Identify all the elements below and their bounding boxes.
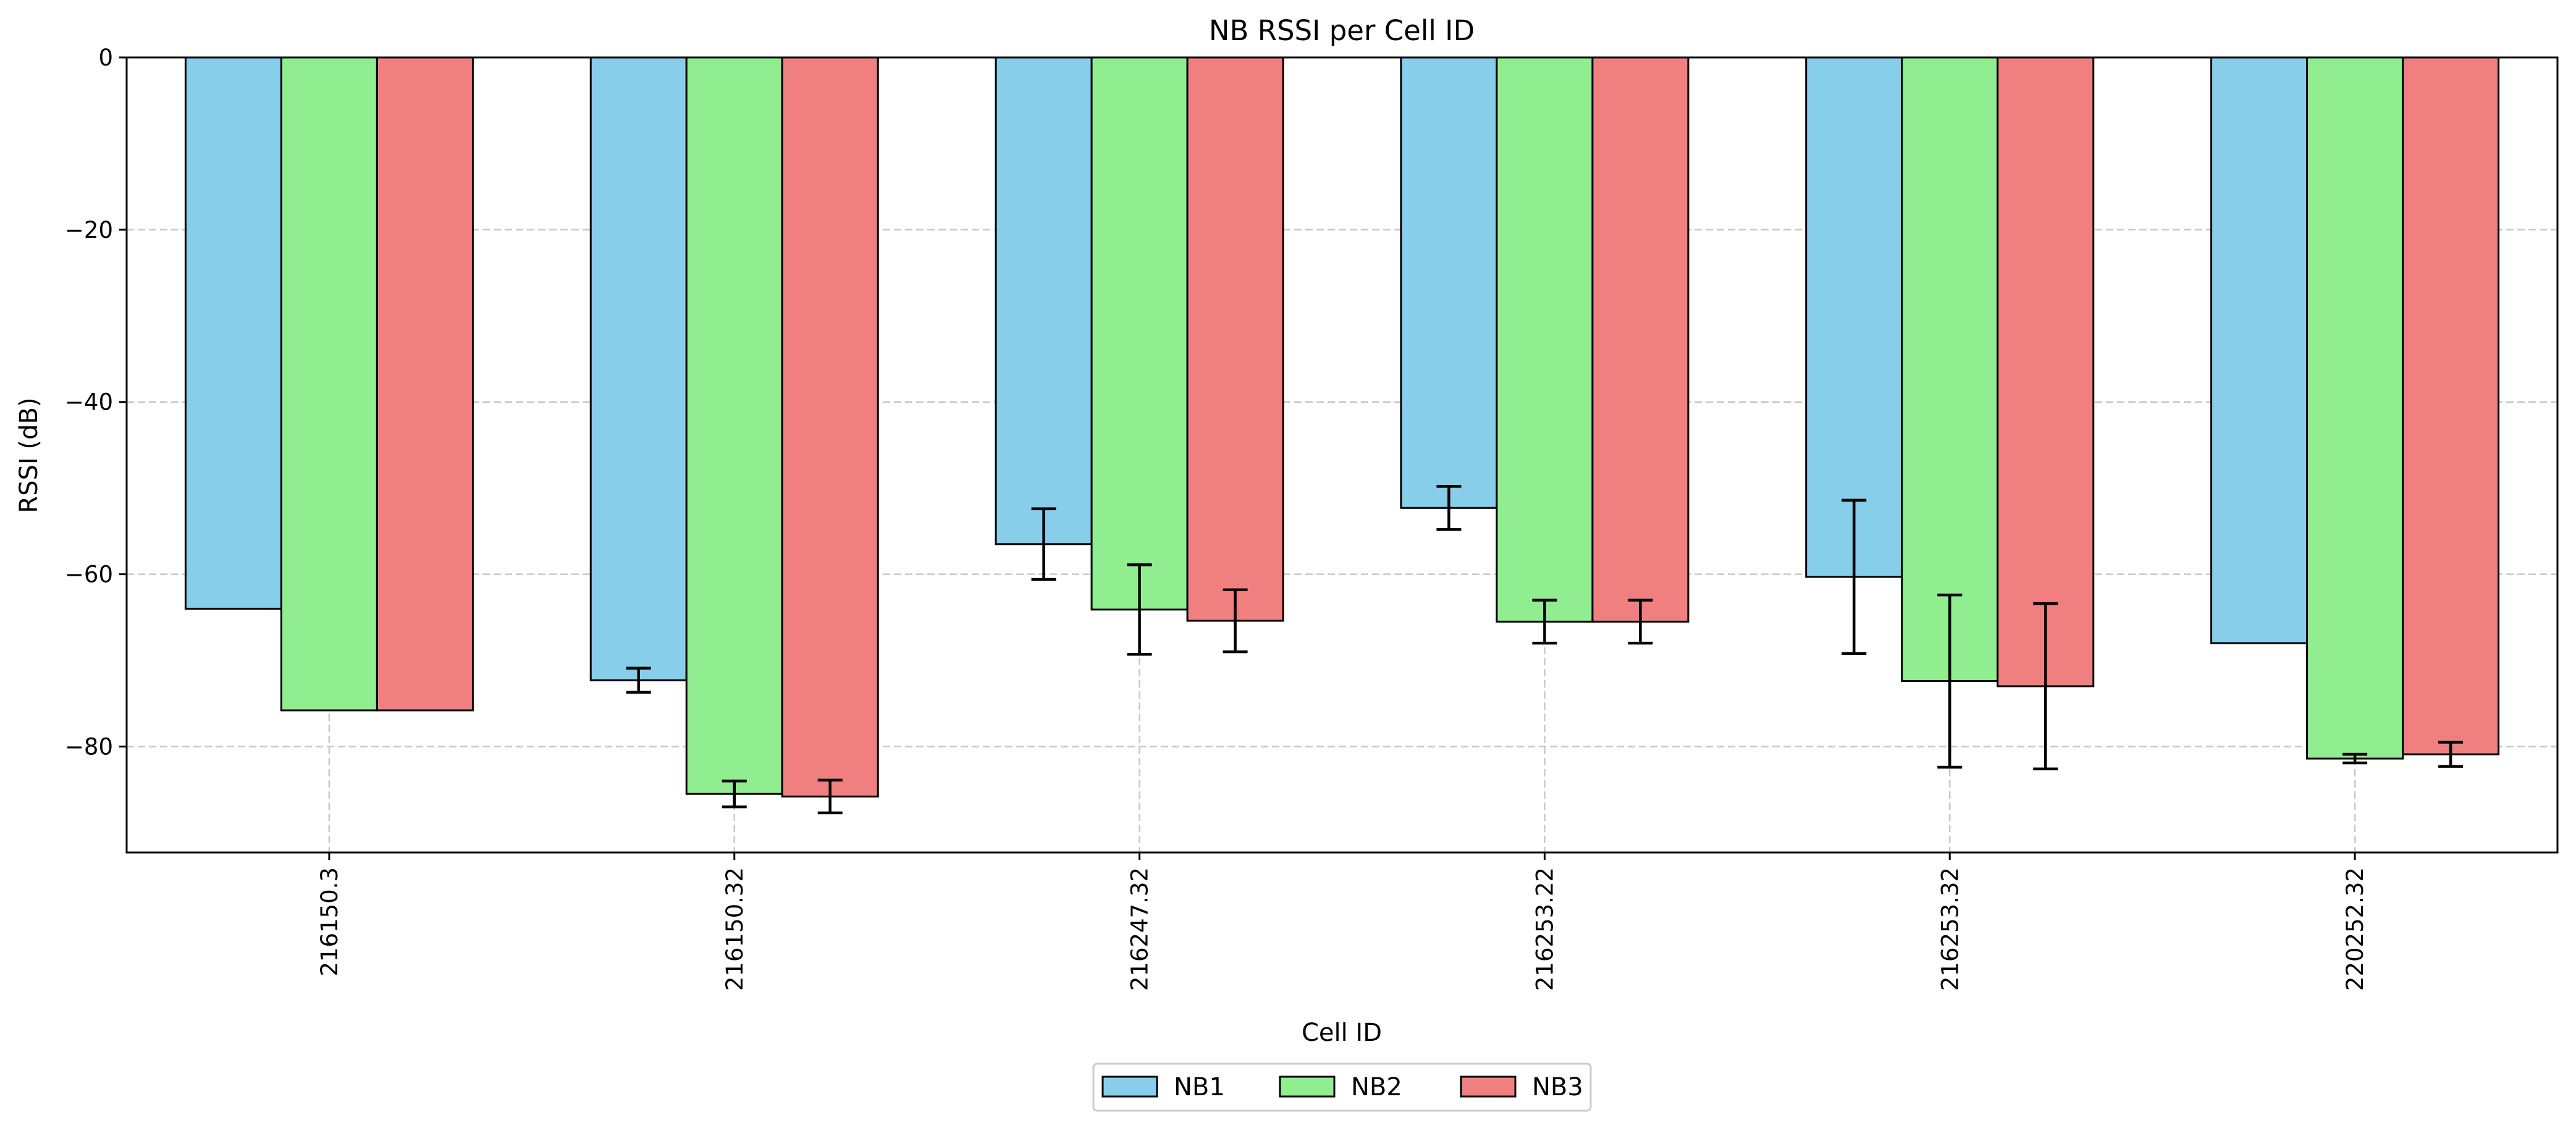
y-tick-label: −20 [65, 217, 113, 243]
x-tick-label: 216150.32 [722, 867, 748, 991]
bar-nb1 [1400, 56, 1498, 509]
legend-box [1092, 1063, 1592, 1112]
bars [184, 56, 2500, 798]
bar-nb1 [589, 56, 688, 681]
bar-nb1 [995, 56, 1093, 545]
legend-swatch-nb2 [1279, 1075, 1336, 1098]
bar-nb3 [1186, 56, 1284, 622]
y-tick-label: −60 [65, 562, 113, 588]
x-tick-label: 216253.22 [1531, 867, 1558, 991]
y-tick-label: −80 [65, 733, 113, 760]
x-axis-label: Cell ID [1302, 1019, 1382, 1047]
legend-label-nb3: NB3 [1532, 1073, 1583, 1101]
bar-nb2 [685, 56, 783, 795]
legend-swatch-nb1 [1101, 1075, 1158, 1098]
x-tick-label: 216247.32 [1127, 867, 1153, 991]
bar-nb1 [184, 56, 282, 610]
bar-nb2 [1901, 56, 1999, 683]
bar-nb2 [280, 56, 378, 712]
legend-label-nb2: NB2 [1351, 1073, 1402, 1101]
bar-nb1 [1805, 56, 1903, 578]
legend-swatch-nb3 [1460, 1075, 1517, 1098]
legend: NB1 NB2 NB3 [1092, 1063, 1592, 1112]
x-tick-label: 216150.3 [316, 867, 343, 977]
legend-label-nb1: NB1 [1174, 1073, 1225, 1101]
x-axis: 216150.3 216150.32 216247.32 216253.22 21625… [316, 852, 2368, 991]
bar-nb2 [1090, 56, 1189, 611]
bar-nb3 [781, 56, 879, 798]
bar-nb3 [1997, 56, 2095, 688]
plot-frame [125, 56, 2559, 854]
y-axis: 0 −20 −40 −60 −80 [65, 44, 127, 760]
x-tick-label: 216253.32 [1937, 867, 1963, 991]
y-axis-label: RSSI (dB) [15, 397, 43, 513]
y-tick-label: 0 [98, 44, 113, 71]
y-tick-label: −40 [65, 389, 113, 416]
bar-nb2 [2306, 56, 2404, 760]
bar-nb1 [2210, 56, 2309, 644]
bar-nb3 [376, 56, 474, 712]
bar-nb2 [1496, 56, 1594, 623]
chart-title: NB RSSI per Cell ID [1209, 14, 1475, 47]
bar-nb3 [2402, 56, 2500, 756]
error-bars [626, 485, 2464, 815]
bar-nb3 [1591, 56, 1690, 623]
x-tick-label: 220252.32 [2342, 867, 2368, 991]
